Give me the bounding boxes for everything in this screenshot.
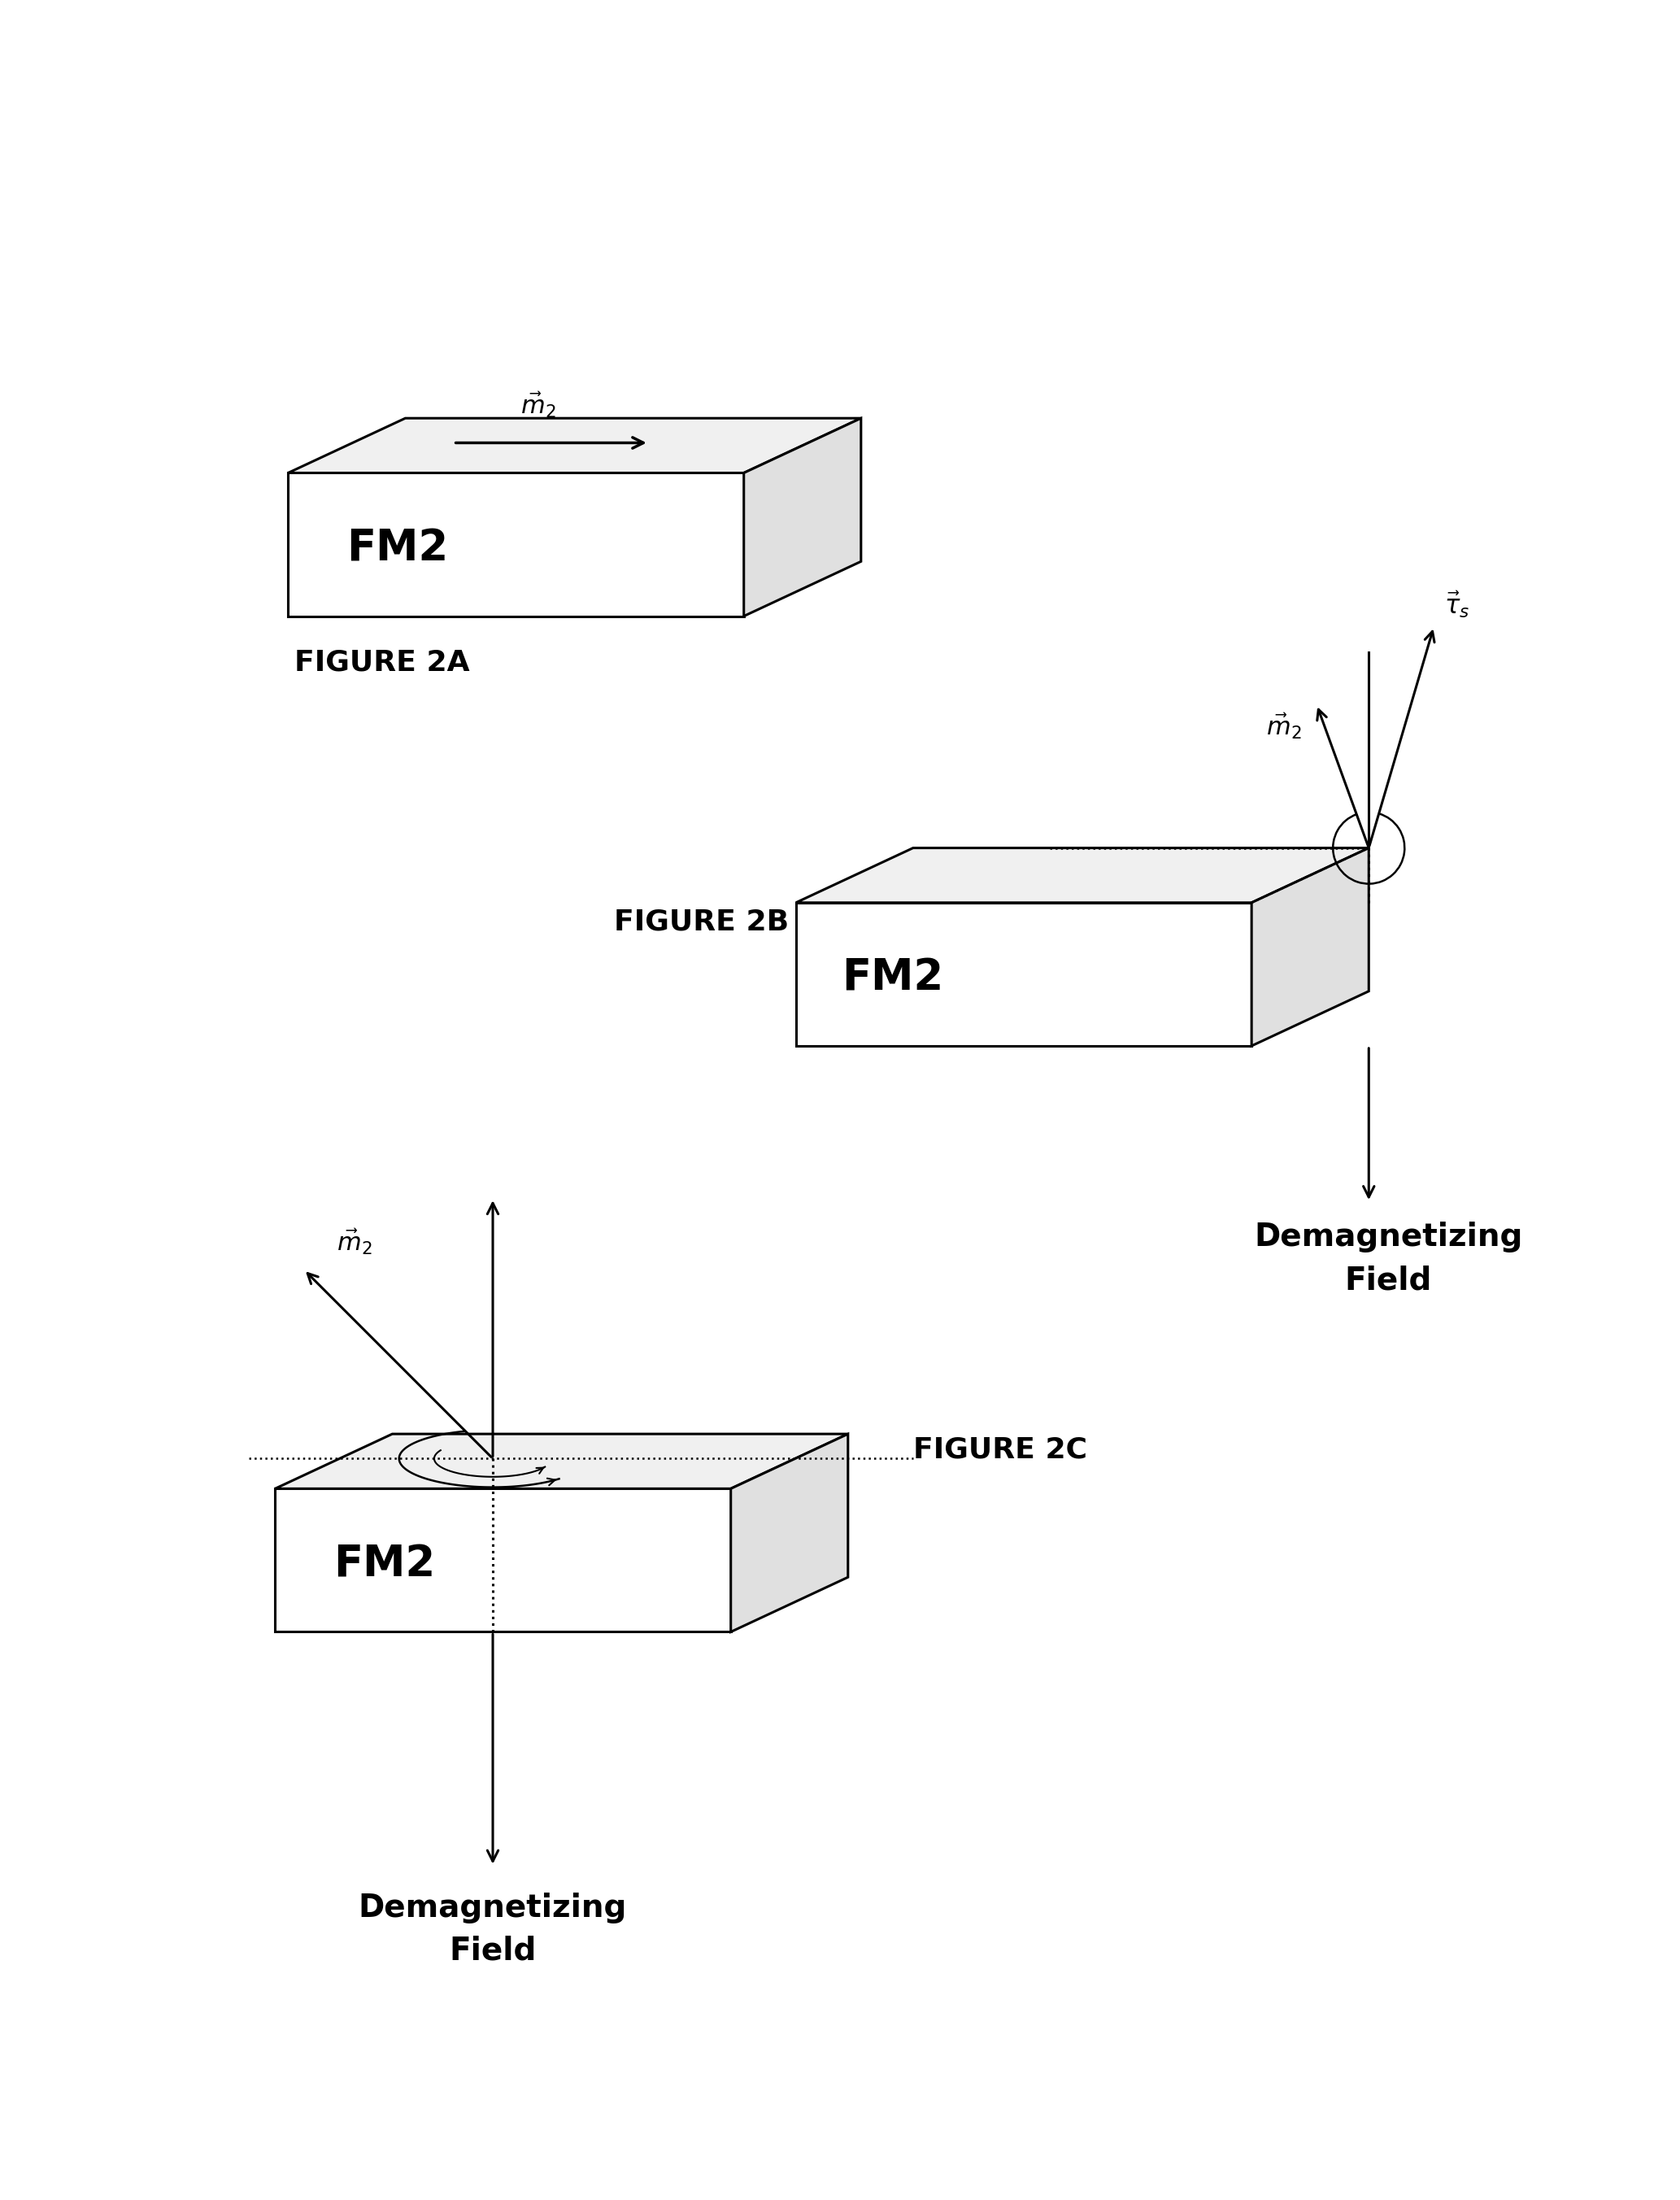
Polygon shape xyxy=(731,1434,848,1632)
Text: Demagnetizing
Field: Demagnetizing Field xyxy=(358,1892,627,1967)
Text: Demagnetizing
Field: Demagnetizing Field xyxy=(1253,1221,1522,1296)
Text: FIGURE 2A: FIGURE 2A xyxy=(294,649,470,675)
Text: $\vec{m}_2$: $\vec{m}_2$ xyxy=(1265,711,1300,741)
Polygon shape xyxy=(796,847,1369,902)
Polygon shape xyxy=(744,418,862,616)
Text: $\vec{m}_2$: $\vec{m}_2$ xyxy=(521,389,556,420)
Text: $\vec{m}_2$: $\vec{m}_2$ xyxy=(336,1228,371,1256)
Text: FM2: FM2 xyxy=(842,957,942,999)
Text: FIGURE 2B: FIGURE 2B xyxy=(613,909,788,935)
Polygon shape xyxy=(796,902,1252,1045)
Text: FM2: FM2 xyxy=(334,1542,435,1586)
Text: $\vec{\tau}_s$: $\vec{\tau}_s$ xyxy=(1445,590,1470,620)
Polygon shape xyxy=(289,418,862,473)
Polygon shape xyxy=(289,473,744,616)
Text: FM2: FM2 xyxy=(346,528,449,570)
Polygon shape xyxy=(1252,847,1369,1045)
Text: FIGURE 2C: FIGURE 2C xyxy=(914,1437,1087,1463)
Polygon shape xyxy=(276,1434,848,1489)
Polygon shape xyxy=(276,1489,731,1632)
